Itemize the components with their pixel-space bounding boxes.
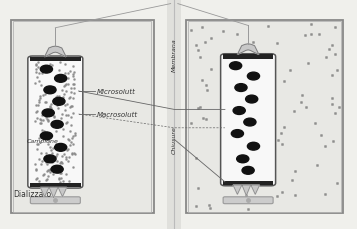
Text: Macrosolutt: Macrosolutt: [96, 112, 137, 117]
FancyBboxPatch shape: [13, 22, 151, 212]
Circle shape: [247, 73, 260, 81]
Circle shape: [55, 75, 67, 83]
Polygon shape: [58, 188, 67, 197]
Polygon shape: [251, 185, 260, 194]
Text: Chiusure: Chiusure: [172, 126, 177, 154]
Circle shape: [51, 121, 63, 129]
Circle shape: [231, 130, 243, 138]
FancyBboxPatch shape: [223, 197, 273, 204]
Circle shape: [235, 84, 247, 92]
FancyBboxPatch shape: [28, 57, 83, 188]
Circle shape: [51, 166, 63, 173]
Circle shape: [233, 107, 245, 115]
Polygon shape: [242, 185, 251, 196]
Text: Membrana: Membrana: [172, 38, 177, 72]
FancyBboxPatch shape: [30, 57, 81, 62]
Polygon shape: [233, 185, 242, 194]
FancyBboxPatch shape: [30, 197, 80, 204]
Circle shape: [42, 109, 54, 117]
Polygon shape: [237, 45, 259, 55]
FancyBboxPatch shape: [30, 183, 81, 188]
Circle shape: [246, 96, 258, 104]
Circle shape: [55, 144, 67, 152]
FancyBboxPatch shape: [188, 22, 341, 212]
Text: Microsolutt: Microsolutt: [96, 89, 135, 95]
Circle shape: [53, 98, 65, 106]
Text: Dializzato: Dializzato: [14, 189, 52, 198]
FancyBboxPatch shape: [11, 21, 154, 213]
Circle shape: [247, 143, 260, 150]
Circle shape: [244, 119, 256, 126]
FancyBboxPatch shape: [223, 181, 273, 185]
FancyBboxPatch shape: [223, 55, 273, 59]
FancyBboxPatch shape: [186, 21, 343, 213]
Polygon shape: [49, 188, 58, 198]
Circle shape: [44, 87, 56, 94]
Circle shape: [44, 155, 56, 163]
Circle shape: [40, 132, 52, 140]
FancyBboxPatch shape: [221, 55, 276, 186]
Polygon shape: [40, 188, 49, 197]
Text: Campione: Campione: [27, 138, 59, 143]
Circle shape: [40, 66, 52, 74]
Circle shape: [230, 63, 242, 70]
Circle shape: [237, 155, 249, 163]
Polygon shape: [45, 47, 66, 57]
Circle shape: [242, 167, 254, 174]
